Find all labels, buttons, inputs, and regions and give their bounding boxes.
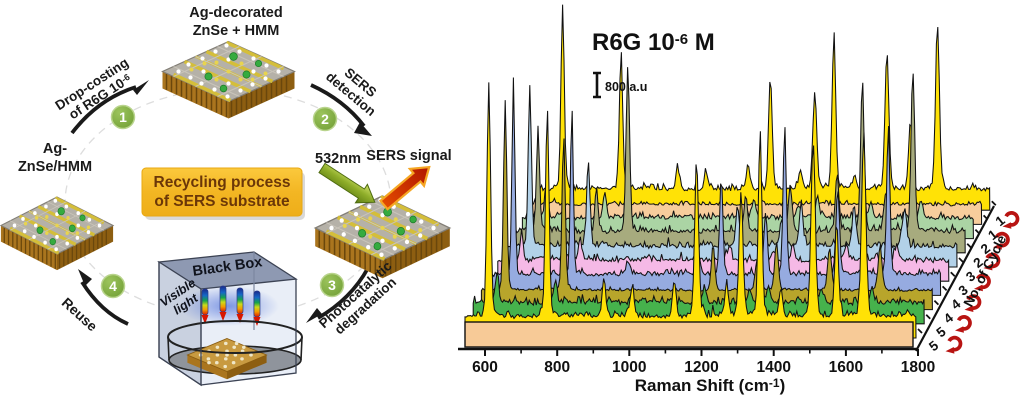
svg-text:4: 4 (109, 278, 117, 294)
svg-text:Ag-decorated: Ag-decorated (189, 5, 282, 21)
svg-text:1800: 1800 (901, 359, 935, 376)
svg-text:4: 4 (941, 310, 957, 327)
svg-text:SERS signal: SERS signal (366, 148, 451, 164)
svg-text:ZnSe + HMM: ZnSe + HMM (193, 23, 280, 39)
svg-text:of SERS substrate: of SERS substrate (154, 193, 290, 210)
svg-text:2: 2 (321, 111, 329, 127)
svg-text:Raman Shift (cm-1): Raman Shift (cm-1) (635, 376, 785, 395)
svg-text:1000: 1000 (612, 359, 646, 376)
svg-text:5: 5 (926, 338, 942, 355)
svg-text:600: 600 (472, 359, 498, 376)
svg-text:3: 3 (328, 277, 336, 293)
svg-text:ZnSe/HMM: ZnSe/HMM (18, 159, 92, 175)
svg-text:1400: 1400 (756, 359, 790, 376)
svg-text:800 a.u: 800 a.u (605, 80, 647, 94)
svg-text:1: 1 (119, 109, 127, 125)
svg-text:R6G 10-6 M: R6G 10-6 M (592, 29, 715, 56)
svg-text:Ag-: Ag- (43, 141, 67, 157)
svg-text:5: 5 (933, 324, 949, 341)
svg-text:4: 4 (948, 296, 964, 313)
svg-text:532nm: 532nm (315, 151, 361, 167)
svg-text:800: 800 (544, 359, 570, 376)
svg-text:Recycling process: Recycling process (154, 174, 291, 191)
svg-text:1600: 1600 (829, 359, 863, 376)
svg-text:1200: 1200 (684, 359, 718, 376)
